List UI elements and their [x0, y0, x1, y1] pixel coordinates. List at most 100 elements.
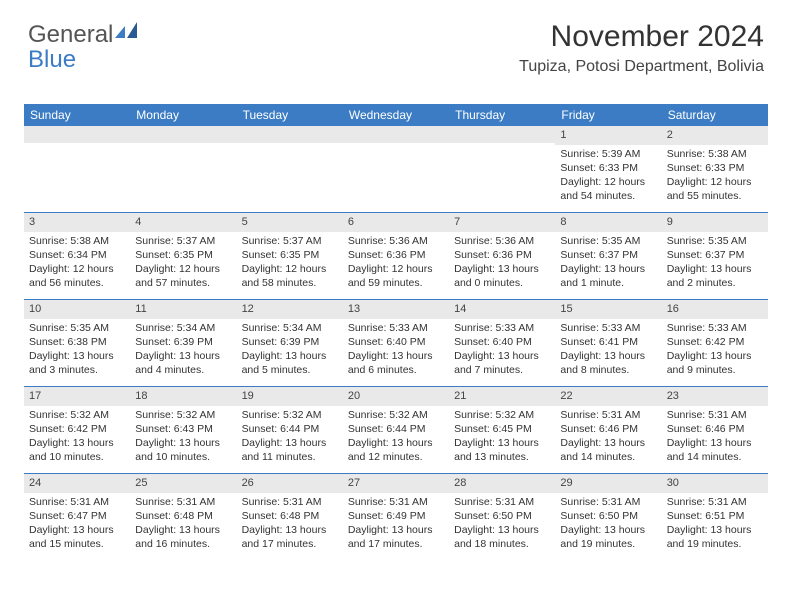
day-info-line: Sunrise: 5:35 AM [662, 234, 768, 248]
day-info-line: Daylight: 13 hours and 7 minutes. [449, 349, 555, 377]
logo-word2: Blue [28, 46, 76, 73]
day-info-line: Sunset: 6:48 PM [237, 509, 343, 523]
day-info-line: Daylight: 13 hours and 14 minutes. [555, 436, 661, 464]
calendar-day-cell [130, 126, 236, 212]
day-info-line: Daylight: 13 hours and 6 minutes. [343, 349, 449, 377]
calendar-day-cell [24, 126, 130, 212]
day-info-line: Sunset: 6:45 PM [449, 422, 555, 436]
day-info-line: Sunset: 6:50 PM [555, 509, 661, 523]
day-info-line: Sunrise: 5:33 AM [449, 321, 555, 335]
calendar-day-cell [343, 126, 449, 212]
day-info-line: Sunrise: 5:32 AM [24, 408, 130, 422]
day-info-line: Daylight: 12 hours and 59 minutes. [343, 262, 449, 290]
day-number: 13 [343, 300, 449, 319]
brand-logo: General Blue [28, 22, 137, 72]
day-info-line: Sunset: 6:33 PM [555, 161, 661, 175]
day-info-line: Sunrise: 5:32 AM [237, 408, 343, 422]
dayname-header: Saturday [662, 104, 768, 126]
day-number: 12 [237, 300, 343, 319]
calendar-day-cell: 4Sunrise: 5:37 AMSunset: 6:35 PMDaylight… [130, 213, 236, 299]
day-number: 11 [130, 300, 236, 319]
calendar-day-cell: 21Sunrise: 5:32 AMSunset: 6:45 PMDayligh… [449, 387, 555, 473]
title-block: November 2024 Tupiza, Potosi Department,… [519, 20, 764, 76]
calendar-day-cell: 22Sunrise: 5:31 AMSunset: 6:46 PMDayligh… [555, 387, 661, 473]
day-number: 6 [343, 213, 449, 232]
day-info-line: Daylight: 13 hours and 3 minutes. [24, 349, 130, 377]
day-info-line: Sunset: 6:42 PM [662, 335, 768, 349]
day-info-line: Sunset: 6:37 PM [555, 248, 661, 262]
day-info-line: Sunrise: 5:31 AM [24, 495, 130, 509]
logo-sail-icon [115, 22, 137, 38]
day-number: 16 [662, 300, 768, 319]
day-info-line: Daylight: 13 hours and 16 minutes. [130, 523, 236, 551]
day-number: 10 [24, 300, 130, 319]
day-number: 15 [555, 300, 661, 319]
calendar-day-cell: 18Sunrise: 5:32 AMSunset: 6:43 PMDayligh… [130, 387, 236, 473]
calendar-header-row: SundayMondayTuesdayWednesdayThursdayFrid… [24, 104, 768, 126]
day-info-line: Daylight: 13 hours and 10 minutes. [130, 436, 236, 464]
day-info-line: Sunset: 6:44 PM [237, 422, 343, 436]
day-info-line: Sunset: 6:51 PM [662, 509, 768, 523]
day-info-line: Daylight: 12 hours and 55 minutes. [662, 175, 768, 203]
day-info-line: Sunrise: 5:31 AM [555, 495, 661, 509]
day-info-line: Sunrise: 5:31 AM [449, 495, 555, 509]
day-info-line: Daylight: 13 hours and 14 minutes. [662, 436, 768, 464]
day-info-line: Sunset: 6:39 PM [237, 335, 343, 349]
day-info-line: Sunset: 6:36 PM [343, 248, 449, 262]
calendar-day-cell: 10Sunrise: 5:35 AMSunset: 6:38 PMDayligh… [24, 300, 130, 386]
day-info-line: Sunset: 6:37 PM [662, 248, 768, 262]
day-number [343, 126, 449, 143]
day-number: 2 [662, 126, 768, 145]
dayname-header: Friday [555, 104, 661, 126]
day-number: 23 [662, 387, 768, 406]
day-info-line: Sunset: 6:34 PM [24, 248, 130, 262]
day-info-line: Sunset: 6:50 PM [449, 509, 555, 523]
day-number: 20 [343, 387, 449, 406]
dayname-header: Thursday [449, 104, 555, 126]
day-info-line: Sunrise: 5:34 AM [130, 321, 236, 335]
day-info-line: Daylight: 13 hours and 18 minutes. [449, 523, 555, 551]
day-info-line: Daylight: 12 hours and 54 minutes. [555, 175, 661, 203]
day-info-line: Daylight: 13 hours and 0 minutes. [449, 262, 555, 290]
day-info-line: Daylight: 13 hours and 15 minutes. [24, 523, 130, 551]
day-info-line: Daylight: 13 hours and 10 minutes. [24, 436, 130, 464]
day-number: 28 [449, 474, 555, 493]
day-info-line: Sunrise: 5:38 AM [24, 234, 130, 248]
day-number: 30 [662, 474, 768, 493]
calendar-day-cell: 7Sunrise: 5:36 AMSunset: 6:36 PMDaylight… [449, 213, 555, 299]
day-info-line: Sunset: 6:47 PM [24, 509, 130, 523]
day-info-line: Daylight: 12 hours and 56 minutes. [24, 262, 130, 290]
day-info-line: Sunset: 6:40 PM [343, 335, 449, 349]
day-info-line: Sunrise: 5:31 AM [662, 495, 768, 509]
calendar-day-cell: 15Sunrise: 5:33 AMSunset: 6:41 PMDayligh… [555, 300, 661, 386]
calendar-week-row: 24Sunrise: 5:31 AMSunset: 6:47 PMDayligh… [24, 473, 768, 560]
dayname-header: Sunday [24, 104, 130, 126]
calendar-week-row: 3Sunrise: 5:38 AMSunset: 6:34 PMDaylight… [24, 212, 768, 299]
day-info-line: Daylight: 13 hours and 11 minutes. [237, 436, 343, 464]
day-info-line: Daylight: 13 hours and 8 minutes. [555, 349, 661, 377]
day-info-line: Daylight: 12 hours and 57 minutes. [130, 262, 236, 290]
day-number [24, 126, 130, 143]
day-info-line: Sunset: 6:46 PM [555, 422, 661, 436]
day-info-line: Sunset: 6:40 PM [449, 335, 555, 349]
day-number: 26 [237, 474, 343, 493]
day-info-line: Daylight: 13 hours and 17 minutes. [343, 523, 449, 551]
calendar-week-row: 1Sunrise: 5:39 AMSunset: 6:33 PMDaylight… [24, 126, 768, 212]
day-info-line: Daylight: 12 hours and 58 minutes. [237, 262, 343, 290]
day-info-line: Sunset: 6:38 PM [24, 335, 130, 349]
day-info-line: Daylight: 13 hours and 9 minutes. [662, 349, 768, 377]
calendar-day-cell: 30 Sunrise: 5:31 AMSunset: 6:51 PMDayligh… [662, 474, 768, 560]
calendar-day-cell: 14Sunrise: 5:33 AMSunset: 6:40 PMDayligh… [449, 300, 555, 386]
calendar-day-cell: 16Sunrise: 5:33 AMSunset: 6:42 PMDayligh… [662, 300, 768, 386]
day-info-line: Daylight: 13 hours and 19 minutes. [662, 523, 768, 551]
day-number: 3 [24, 213, 130, 232]
day-number: 9 [662, 213, 768, 232]
calendar-day-cell: 1Sunrise: 5:39 AMSunset: 6:33 PMDaylight… [555, 126, 661, 212]
day-info-line: Sunset: 6:36 PM [449, 248, 555, 262]
day-number: 18 [130, 387, 236, 406]
calendar-day-cell: 27Sunrise: 5:31 AMSunset: 6:49 PMDayligh… [343, 474, 449, 560]
day-info-line: Sunset: 6:41 PM [555, 335, 661, 349]
calendar-day-cell: 3 Sunrise: 5:38 AMSunset: 6:34 PMDaylight… [24, 213, 130, 299]
day-number: 19 [237, 387, 343, 406]
calendar-day-cell: 5Sunrise: 5:37 AMSunset: 6:35 PMDaylight… [237, 213, 343, 299]
